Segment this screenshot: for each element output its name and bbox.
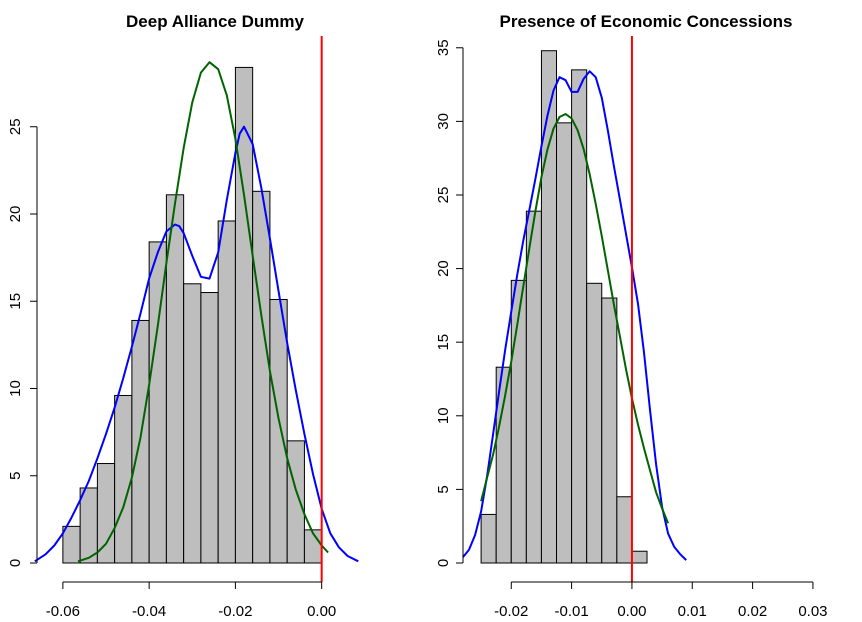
x-tick-label: -0.02 (494, 603, 528, 620)
histogram-bar (148, 241, 167, 564)
panel-deep-alliance: Deep Alliance Dummy -0.06 -0.04 -0.02 0.00 0… (7, 12, 359, 620)
density-curve-green (77, 61, 329, 563)
y-tick-label: 30 (435, 113, 452, 130)
panel-economic-concessions: Presence of Economic Concessions -0.02 -0… (435, 12, 828, 620)
histogram-bar (510, 279, 527, 564)
density-curve-blue (462, 70, 687, 561)
x-tick-label: 0.00 (307, 603, 336, 620)
histogram-bar (114, 394, 133, 564)
chart-title-deep-alliance: Deep Alliance Dummy (126, 12, 304, 31)
y-tick-label: 25 (7, 118, 24, 135)
histogram-bar (601, 297, 618, 564)
x-tick-label: -0.01 (554, 603, 588, 620)
chart-title-economic-concessions: Presence of Economic Concessions (500, 12, 793, 31)
y-tick-label: 0 (435, 559, 452, 567)
histogram-bar (217, 220, 236, 564)
y-tick-label: 20 (435, 260, 452, 277)
histogram-bar (631, 550, 648, 564)
histogram-bar (480, 513, 497, 564)
histogram-bar (252, 190, 271, 564)
density-curve-green (480, 113, 670, 524)
y-tick-label: 25 (435, 187, 452, 204)
y-tick-label: 35 (435, 39, 452, 56)
y-tick-label: 15 (7, 293, 24, 310)
y-tick-label: 15 (435, 334, 452, 351)
histogram-bar (62, 525, 81, 564)
x-tick-label: -0.04 (132, 603, 166, 620)
x-tick-label: 0.02 (738, 603, 767, 620)
y-tick-label: 0 (7, 559, 24, 567)
histogram-bar (556, 122, 573, 564)
y-tick-label: 20 (7, 206, 24, 223)
y-tick-label: 10 (435, 407, 452, 424)
x-tick-label: 0.01 (678, 603, 707, 620)
histogram-bar (96, 463, 116, 564)
histogram-bar (200, 292, 219, 564)
histogram-bar (269, 299, 288, 564)
histogram-bar (571, 69, 588, 564)
histogram-bar (586, 282, 603, 564)
y-tick-label: 5 (435, 485, 452, 493)
histogram-bar (286, 440, 305, 564)
histogram-bar (616, 496, 633, 564)
x-tick-label: -0.06 (46, 603, 80, 620)
y-tick-label: 10 (7, 380, 24, 397)
x-tick-label: 0.00 (617, 603, 646, 620)
x-tick-label: -0.02 (218, 603, 252, 620)
histogram-bar (79, 487, 98, 564)
x-tick-label: 0.03 (798, 603, 827, 620)
histogram-bar (525, 210, 542, 564)
histogram-bar (183, 283, 202, 564)
density-curve-blue (34, 125, 359, 563)
y-tick-label: 5 (7, 472, 24, 480)
